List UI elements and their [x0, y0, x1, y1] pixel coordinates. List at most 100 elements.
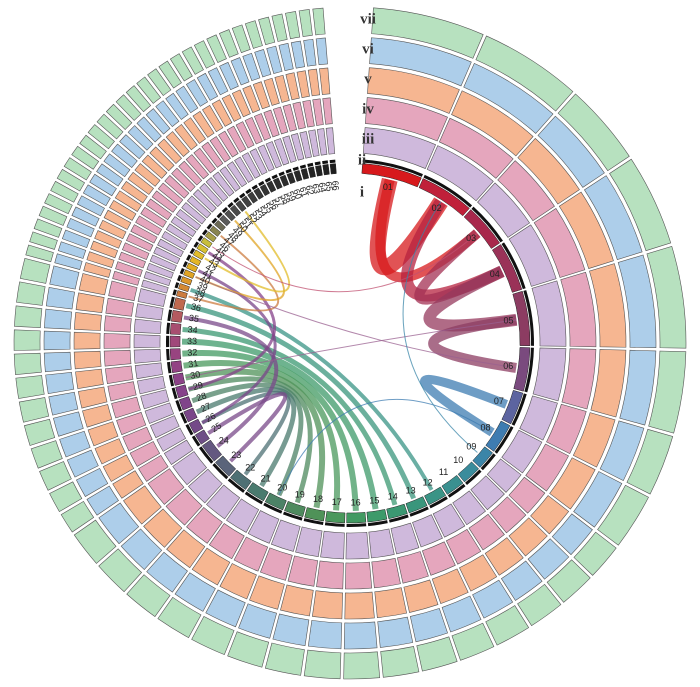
track-sector — [19, 257, 51, 284]
track-sector — [155, 100, 180, 128]
track-sector — [44, 308, 73, 330]
track-sector — [489, 496, 527, 534]
chromosome-label: 08 — [480, 423, 490, 433]
track-sector — [537, 115, 605, 188]
track-sector — [90, 240, 119, 259]
track-sector — [140, 389, 170, 410]
track-sector — [165, 131, 190, 157]
track-sector — [316, 128, 328, 156]
link — [185, 303, 417, 500]
tick-ring — [447, 483, 466, 498]
chromosome-arc — [264, 492, 287, 511]
track-sector — [249, 148, 268, 176]
track-sector — [120, 528, 163, 570]
track-sector — [157, 596, 202, 639]
chromosome-label: 11 — [439, 467, 448, 477]
chromosome-label: 01 — [383, 182, 393, 192]
track-sector — [125, 85, 152, 113]
track-sector — [87, 124, 115, 150]
track-sector — [344, 591, 375, 620]
chromosome-arc — [441, 474, 464, 495]
track-sector — [549, 457, 596, 510]
track-sector — [252, 81, 270, 110]
chromosome-label: 14 — [388, 492, 398, 502]
chromosome-label: 40 — [198, 274, 211, 287]
tick-ring — [314, 161, 321, 166]
track-sector — [158, 60, 182, 89]
track-sector — [202, 104, 224, 133]
chromosome-label: 31 — [188, 358, 199, 369]
chromosome-label: 17 — [332, 497, 342, 507]
track-sector — [517, 137, 580, 205]
track-sector — [532, 347, 567, 402]
track-sector — [120, 180, 148, 204]
chromosome-arc — [246, 482, 269, 502]
chromosome-arc — [183, 407, 198, 423]
chromosome-arc — [194, 429, 210, 445]
track-sector — [470, 475, 505, 511]
link — [278, 398, 493, 496]
track-sector — [263, 109, 280, 138]
track-sector — [39, 461, 72, 491]
chromosome-arc — [346, 512, 367, 524]
tick-ring — [299, 164, 307, 169]
tick-ring — [166, 322, 171, 335]
track-sector — [253, 113, 272, 141]
track-sector — [192, 189, 217, 213]
chromosome-arc — [189, 256, 202, 267]
track-sector — [134, 362, 163, 380]
track-sector — [475, 35, 574, 112]
chromosome-label: 35 — [188, 313, 199, 324]
chromosome-label: 12 — [423, 477, 433, 487]
track-sector — [146, 551, 188, 593]
chromosome-label: 21 — [261, 473, 271, 483]
track-label: vii — [360, 11, 376, 27]
chromosome-label: 27 — [199, 401, 212, 414]
track-sector — [452, 490, 487, 526]
track-sector — [127, 125, 154, 151]
track-sector — [282, 103, 297, 132]
tick-ring — [388, 514, 409, 523]
track-sector — [59, 430, 91, 458]
track-sector — [531, 280, 567, 347]
chromosome-arc — [175, 384, 189, 399]
track-sector — [312, 98, 324, 126]
link — [189, 287, 434, 491]
chromosome-label: 20 — [277, 482, 287, 492]
track-sector — [186, 195, 212, 219]
track-sector — [44, 193, 73, 215]
chromosome-label: 37 — [192, 292, 204, 304]
track-sector — [75, 292, 105, 314]
chromosome-label: 06 — [503, 361, 513, 371]
chromosome-label: 25 — [209, 420, 223, 434]
track-sector — [485, 605, 530, 646]
chromosome-label: 33 — [187, 336, 197, 346]
chromosome-label: 41 — [201, 268, 214, 281]
track-sector — [322, 97, 333, 125]
tick-ring — [285, 168, 292, 174]
track-sector — [497, 160, 555, 222]
track-sector — [13, 329, 41, 351]
link — [204, 210, 291, 293]
chromosome-label: 07 — [494, 396, 504, 406]
track-sector — [206, 484, 241, 520]
chromosome-arc — [188, 418, 204, 434]
track-sector — [109, 199, 137, 221]
rings — [13, 7, 687, 680]
track-sector — [138, 454, 169, 482]
track-sector — [86, 485, 119, 516]
track-sector — [247, 510, 280, 544]
track-sector — [290, 40, 305, 69]
tick-ring — [166, 348, 170, 361]
track-sector — [49, 265, 80, 290]
track-sector — [82, 184, 111, 207]
chromosome-arc — [361, 163, 422, 188]
chromosome-arc — [418, 178, 470, 217]
tick-ring — [182, 261, 188, 268]
link — [182, 350, 359, 512]
track-sector — [219, 61, 239, 91]
track-sector — [206, 34, 227, 63]
track-sector — [207, 67, 229, 96]
tick-ring — [329, 159, 336, 164]
